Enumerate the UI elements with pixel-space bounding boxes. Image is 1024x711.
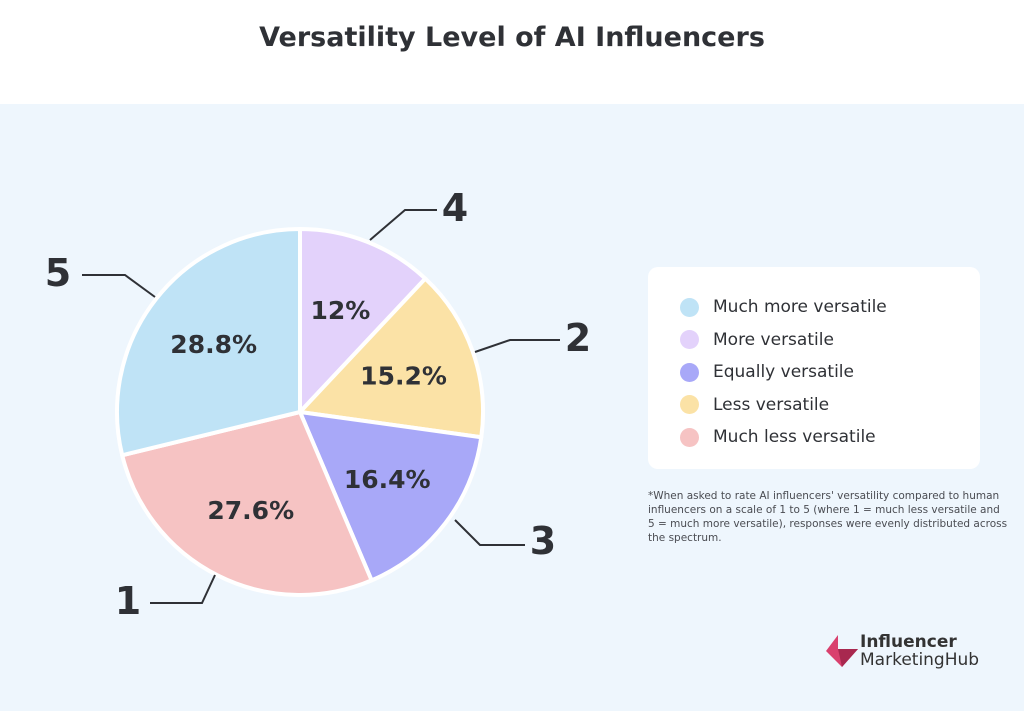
footnote: *When asked to rate AI influencers' vers…	[648, 490, 1008, 544]
pie-slice-4	[298, 227, 428, 414]
leader-line	[82, 274, 156, 298]
leader-line	[454, 519, 525, 546]
legend-item: More versatile	[680, 324, 980, 357]
slice-category-label: 2	[565, 316, 591, 360]
legend-swatch	[680, 362, 699, 382]
slice-percent-label: 27.6%	[207, 496, 294, 525]
pie-slice-3	[298, 410, 484, 583]
legend-item: Much more versatile	[680, 291, 980, 324]
slice-category-label: 1	[115, 579, 141, 623]
slice-percent-label: 15.2%	[360, 361, 447, 390]
legend-item: Much less versatile	[680, 421, 980, 454]
legend-label: Much less versatile	[713, 427, 876, 448]
slice-percent-label: 28.8%	[170, 330, 257, 359]
pie-slice-2	[298, 276, 485, 440]
slice-percent-label: 12%	[310, 296, 370, 325]
logo-line2: MarketingHub	[860, 650, 980, 670]
legend-swatch	[680, 330, 699, 350]
pie-slice-5	[115, 227, 302, 458]
legend-item: Equally versatile	[680, 356, 980, 389]
legend-swatch	[680, 427, 699, 447]
legend-label: More versatile	[713, 329, 834, 350]
leader-line	[474, 339, 560, 353]
slice-category-label: 3	[530, 519, 556, 563]
legend-label: Less versatile	[713, 394, 830, 415]
logo: Influencer MarketingHub	[826, 633, 979, 669]
slice-category-label: 5	[45, 251, 71, 295]
leader-line	[369, 209, 437, 241]
slice-percent-label: 16.4%	[344, 465, 431, 494]
legend-label: Much more versatile	[713, 297, 887, 318]
logo-line1: Influencer	[860, 632, 957, 652]
slice-category-label: 4	[442, 186, 468, 230]
legend-label: Equally versatile	[713, 362, 854, 383]
leader-line	[150, 574, 216, 604]
chart-title: Versatility Level of AI Influencers	[259, 22, 765, 53]
logo-mark-icon	[826, 635, 858, 667]
legend-swatch	[680, 395, 699, 415]
pie-slice-1	[120, 410, 374, 597]
legend: Much more versatile More versatile Equal…	[648, 267, 980, 469]
legend-item: Less versatile	[680, 389, 980, 422]
legend-swatch	[680, 297, 699, 317]
